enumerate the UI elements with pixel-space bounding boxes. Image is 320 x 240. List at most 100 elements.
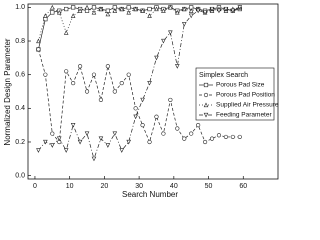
x-tick-label: 20 — [100, 183, 108, 190]
data-point — [119, 148, 125, 153]
data-point — [181, 22, 187, 27]
data-point — [77, 8, 83, 13]
data-point — [147, 13, 152, 18]
data-point — [209, 136, 215, 141]
data-point — [91, 9, 97, 15]
data-point — [161, 38, 166, 44]
x-tick-label: 60 — [239, 183, 247, 190]
data-point — [161, 8, 166, 13]
data-point — [105, 64, 110, 69]
data-point — [161, 131, 166, 136]
data-point — [230, 134, 235, 140]
data-point — [188, 13, 194, 19]
data-point — [50, 131, 55, 136]
data-point — [133, 106, 138, 111]
data-point — [140, 97, 145, 103]
data-point — [196, 123, 201, 128]
data-point — [43, 13, 48, 18]
x-tick-label: 40 — [170, 183, 178, 190]
data-point — [56, 9, 62, 15]
data-point — [216, 8, 222, 14]
data-point — [77, 64, 83, 69]
data-point — [84, 4, 90, 10]
data-point — [105, 143, 111, 148]
data-point — [91, 5, 97, 10]
data-point — [237, 134, 242, 140]
series-line — [38, 6, 240, 50]
y-tick-label: 0.2 — [15, 139, 25, 146]
data-point — [98, 136, 104, 142]
data-point — [202, 139, 208, 145]
data-point — [50, 10, 55, 15]
data-point — [126, 9, 131, 15]
data-point — [195, 8, 201, 14]
data-point — [36, 47, 41, 52]
data-point — [91, 72, 97, 77]
data-point — [50, 4, 55, 10]
data-point — [140, 8, 145, 13]
y-axis-label: Normalized Design Parameter — [3, 38, 12, 145]
data-point — [175, 126, 180, 131]
data-point — [64, 69, 69, 74]
data-point — [112, 131, 118, 137]
data-point — [71, 80, 76, 86]
data-point — [70, 123, 76, 128]
legend-title: Simplex Search — [199, 72, 248, 79]
x-tick-label: 0 — [33, 183, 37, 190]
data-point — [181, 6, 187, 12]
data-point — [56, 136, 62, 142]
legend-label: Porous Pad Position — [216, 92, 275, 99]
data-point — [84, 89, 90, 94]
data-point — [119, 80, 124, 86]
data-point — [168, 4, 173, 10]
data-point — [223, 134, 229, 140]
data-point — [202, 10, 208, 15]
data-point — [140, 123, 145, 128]
data-point — [119, 6, 125, 12]
data-point — [84, 8, 90, 13]
data-point — [126, 139, 131, 145]
data-point — [50, 143, 55, 148]
y-tick-label: 0.4 — [15, 105, 25, 112]
y-tick-label: 0.6 — [15, 72, 25, 79]
data-point — [154, 55, 159, 61]
data-point — [147, 6, 152, 12]
data-point — [126, 72, 131, 77]
data-point — [216, 133, 222, 138]
x-tick-label: 30 — [135, 183, 143, 190]
data-point — [154, 6, 159, 12]
data-point — [133, 6, 138, 12]
data-point — [126, 5, 131, 10]
series-line — [38, 6, 240, 42]
legend-label: Porous Pad Size — [216, 82, 265, 89]
data-point — [43, 72, 48, 77]
data-point — [71, 5, 76, 10]
data-point — [43, 139, 48, 145]
data-point — [63, 148, 69, 153]
data-point — [36, 38, 41, 44]
data-point — [154, 114, 159, 119]
x-tick-label: 10 — [66, 183, 74, 190]
data-point — [147, 80, 152, 86]
data-point — [77, 139, 83, 145]
data-point — [223, 6, 229, 12]
data-point — [105, 11, 111, 17]
data-point — [188, 8, 194, 13]
data-point — [147, 139, 152, 145]
data-point — [175, 9, 180, 15]
data-point — [168, 97, 173, 103]
data-point — [182, 136, 187, 141]
data-point — [98, 6, 104, 12]
x-tick-label: 50 — [205, 183, 213, 190]
data-point — [133, 114, 138, 120]
data-point — [91, 156, 97, 162]
legend-marker — [203, 102, 209, 108]
chart: Search Number Normalized Design Paramete… — [3, 3, 279, 199]
data-point — [64, 6, 69, 12]
data-point — [209, 6, 215, 12]
data-point — [168, 30, 173, 36]
y-tick-label: 1.0 — [15, 4, 25, 11]
legend-marker — [203, 92, 209, 98]
data-point — [70, 13, 76, 18]
y-tick-label: 0.0 — [15, 172, 25, 179]
